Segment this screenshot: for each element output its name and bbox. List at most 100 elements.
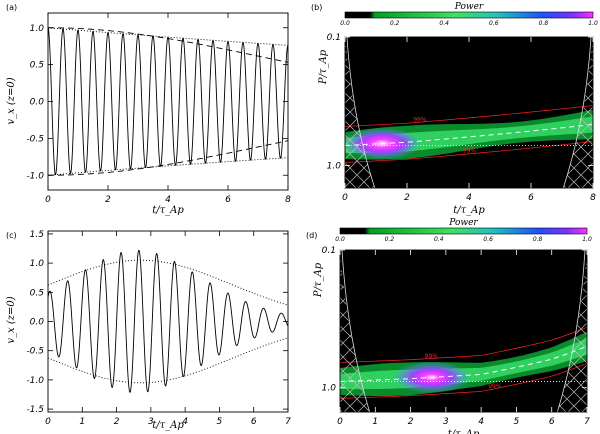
panel-b-contour-label-upper: 99% [413,117,427,124]
panel-a-xlabel: t/τ_Ap [152,205,184,216]
panel-a-signal-line [47,27,289,176]
panel-d-xlabel: t/τ_Ap [448,429,480,434]
panel-d-coi-right [557,250,587,412]
panel-d-xlabel-text: t/τ_Ap [448,429,480,434]
panel-b-contour-upper [345,105,593,127]
panel-b-ylabel: P/τ_Ap [318,49,329,85]
panel-c-xtick-label: 7 [285,417,291,427]
panel-c-xtick-label: 2 [114,417,120,427]
panel-d-xtick-label: 3 [443,417,449,427]
panel-d-xtick-label: 6 [549,417,555,427]
panel-d-xtick-label: 4 [478,417,484,427]
panel-d-xtick-label: 5 [514,417,520,427]
panel-a-ylabel-text: v_x (z=0) [6,77,17,124]
panel-d-contour-label-upper: 99% [425,353,439,360]
panel-c-ytick-label: 0.5 [30,288,45,298]
panel-b-colorbar-tick-label: 0.0 [340,20,350,27]
panel-d-label: (d) [306,231,317,240]
panel-c-envelope-upper [47,259,289,306]
panel-b-contour-lower [345,141,593,163]
panel-b-colorbar-tick-label: 0.4 [439,20,449,27]
panel-b-xtick-label: 2 [404,193,410,203]
panel-c-xlabel: t/τ_Ap [152,420,184,431]
panel-c-ytick-label: -1.0 [26,376,44,386]
panel-a-xtick-label: 2 [105,195,111,205]
panel-d-xtick-label: 2 [408,417,414,427]
panel-b-label: (b) [311,3,322,12]
panel-b-coi-right-edge [562,37,592,188]
panel-a-ytick-label: -1.0 [26,171,44,181]
panel-b-contour-label-lower: 99% [463,147,477,154]
panel-b-coi-right [563,37,593,188]
panel-b-colorbar-title: Power [454,2,484,12]
panel-c-ylabel: v_x (z=0) [6,296,17,343]
panel-b-xtick-label: 8 [590,193,596,203]
panel-a-xlabel-text: t/τ_Ap [152,205,184,216]
panel-a-ytick-label: -0.5 [26,134,44,144]
panel-d-ytick-label: 1.0 [322,384,337,394]
panel-c-series [47,249,289,393]
panel-d-coi-left [340,250,370,412]
panel-d-coi-left-edge [341,250,371,412]
panel-c-xtick-label: 1 [79,417,85,427]
panel-c-ytick-label: 1.0 [30,259,45,269]
panel-b-heatmap: 99% 99% [345,37,593,188]
panel-d-colorbar-tick-label: 0.4 [434,236,444,243]
panel-a-ytick-label: 0.0 [30,98,45,108]
panel-a-gaussian-upper [48,27,289,63]
panel-c-ytick-label: -1.5 [26,405,44,415]
panel-d-colorbar [339,227,588,235]
panel-c-xtick-label: 6 [251,417,257,427]
panel-d-ylabel-text: P/τ_Ap [313,262,324,298]
panel-d-colorbar-tick-label: 0.0 [335,236,345,243]
panel-d-ridge-line [340,345,587,382]
panel-d-xtick-label: 7 [584,417,590,427]
panel-b-coi-left [345,37,375,188]
panel-a-ytick-label: 1.0 [30,24,45,34]
panel-c-xlabel-text: t/τ_Ap [152,420,184,431]
panel-c-envelope-lower [47,337,289,384]
panel-c-xtick-label: 4 [182,417,188,427]
panel-d-contour-label-lower: 99% [488,383,502,390]
panel-c-frame [47,230,289,413]
panel-a-xtick-label: 6 [225,195,231,205]
panel-d-coi-right-edge [556,250,586,412]
panel-a-envelope-lower [47,157,289,176]
panel-d-colorbar-title: Power [448,218,478,228]
panel-b-xtick-label: 0 [342,193,348,203]
panel-c-ytick-label: -0.5 [26,347,44,357]
panel-b-background [345,37,593,188]
panel-a-xtick-label: 0 [45,195,51,205]
panel-b-ytick-label: 1.0 [327,161,342,171]
panel-c-ytick-label: 0.0 [30,318,45,328]
panel-b-xlabel-text: t/τ_Ap [453,205,485,216]
panel-a-envelope-upper [47,27,289,46]
panel-d-frame [339,249,588,413]
panel-c-ytick-label: 1.5 [30,230,45,240]
panel-b-colorbar-tick-label: 0.6 [489,20,499,27]
panel-b-colorbar [344,11,594,19]
panel-a-label: (a) [6,3,17,12]
panel-b-colorbar-tick-label: 1.0 [588,20,598,27]
panel-a-xtick-label: 8 [285,195,291,205]
panel-d-contour-lower [340,362,587,399]
panel-c-xtick-label: 5 [217,417,223,427]
panel-a-xtick-label: 4 [165,195,171,205]
panel-b-xlabel: t/τ_Ap [453,205,485,216]
panel-d-colorbar-tick-label: 0.8 [533,236,543,243]
panel-b-colorbar-tick-label: 0.8 [539,20,549,27]
panel-d-xtick-label: 1 [372,417,378,427]
panel-d-colorbar-tick-label: 0.2 [385,236,395,243]
panel-d-colorbar-tick-label: 1.0 [582,236,592,243]
panel-b-xtick-label: 6 [528,193,534,203]
panel-b-xtick-label: 4 [466,193,472,203]
panel-d-ylabel: P/τ_Ap [313,262,324,298]
panel-a-series [47,27,289,176]
panel-c-xtick-label: 3 [148,417,154,427]
panel-c-label: (c) [6,231,17,240]
panel-a-ylabel: v_x (z=0) [6,77,17,124]
panel-c-xtick-label: 0 [45,417,51,427]
panel-b-colorbar-tick-label: 0.2 [390,20,400,27]
panel-c-ylabel-text: v_x (z=0) [6,296,17,343]
